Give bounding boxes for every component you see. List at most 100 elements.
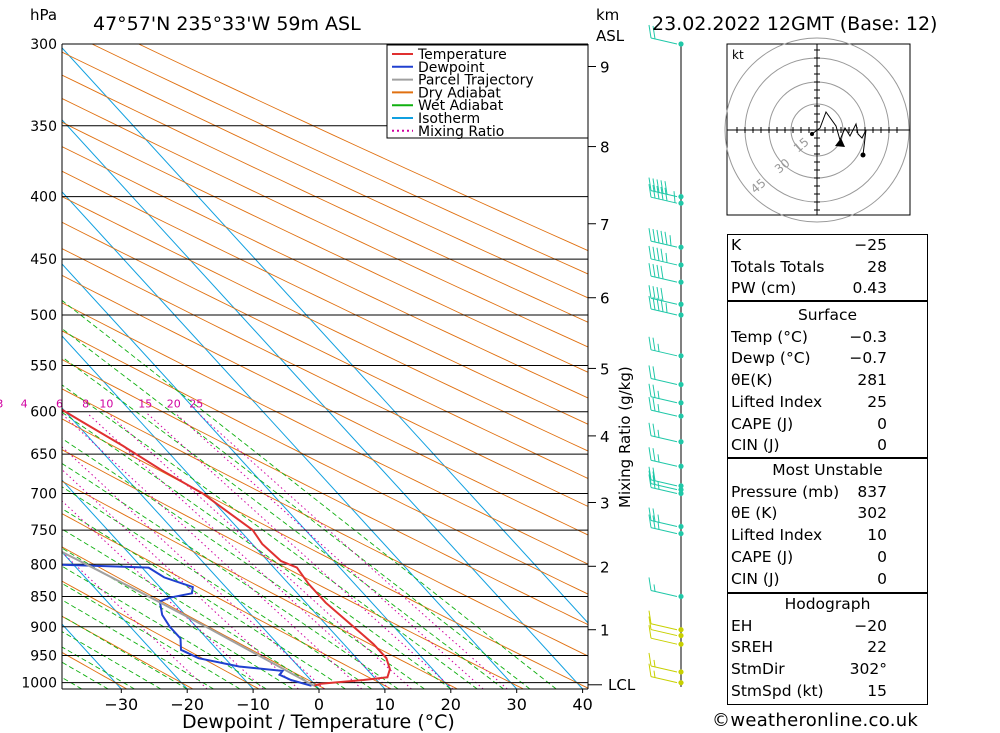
- wind-barb-flag: [652, 448, 656, 462]
- wind-barb-flag: [648, 610, 652, 624]
- site-link[interactable]: weatheronline.co.uk: [730, 710, 919, 731]
- wind-barb-shaft: [650, 297, 678, 305]
- dry-adiabat-line: [62, 513, 392, 689]
- hodograph-trace: [811, 110, 867, 156]
- mixing-ratio-line: [107, 413, 412, 689]
- legend-box: [386, 44, 589, 139]
- wind-barb-flag: [652, 475, 656, 489]
- wind-barb-half: [673, 191, 676, 203]
- wind-barb-half: [657, 404, 660, 412]
- wind-barb-shaft: [650, 196, 678, 204]
- dry-adiabat-line: [62, 170, 588, 425]
- wind-barb-flag: [656, 229, 660, 244]
- x-tick-label: −10: [236, 695, 270, 714]
- legend-label: Dewpoint: [418, 60, 485, 76]
- wind-barb-half: [653, 659, 656, 667]
- wind-level-dot: [678, 487, 684, 493]
- isotherm-line: [62, 623, 122, 689]
- index-label: Lifted Index: [731, 526, 823, 545]
- mixing-ratio-label: 4: [21, 398, 28, 411]
- footer-credit[interactable]: ©weatheronline.co.uk: [712, 710, 918, 731]
- mixing-ratio-axis-label: Mixing Ratio (g/kg): [616, 366, 634, 508]
- dry-adiabat-line: [62, 580, 260, 689]
- index-value: −0.3: [849, 327, 887, 346]
- pressure-tick-label: 350: [30, 119, 57, 135]
- pressure-tick-label: 850: [30, 589, 57, 605]
- section-title: Most Unstable: [772, 461, 883, 479]
- wind-barb-flag: [652, 467, 656, 481]
- pressure-tick-label: 1000: [21, 676, 57, 692]
- wind-level-dot: [678, 413, 684, 419]
- pressure-tick-label: 650: [30, 447, 57, 463]
- isotherm-line: [62, 551, 188, 689]
- wind-barb-shaft: [650, 479, 678, 487]
- km-tick-label: 7: [600, 216, 610, 234]
- wet-adiabat-line: [62, 565, 267, 689]
- date-title: 23.02.2022 12GMT (Base: 12): [652, 13, 937, 35]
- pressure-tick-label: 800: [30, 557, 57, 573]
- wind-barb-flag: [648, 177, 652, 191]
- wind-barb-flag: [652, 515, 656, 529]
- wind-barb-half: [657, 514, 660, 523]
- wind-barb-flag: [652, 263, 656, 278]
- index-value: 0: [877, 414, 887, 433]
- index-value: 837: [857, 482, 887, 501]
- wind-barb-shaft: [650, 275, 678, 283]
- wind-barb-half: [657, 390, 660, 399]
- wind-barb-column: [648, 24, 684, 687]
- dry-adiabat-line: [62, 274, 588, 536]
- wind-barb-flag: [648, 184, 652, 198]
- wind-barb-shaft: [650, 396, 678, 404]
- legend-label: Wet Adiabat: [418, 98, 504, 114]
- wind-barb-flag: [652, 384, 656, 398]
- x-axis-label: Dewpoint / Temperature (°C): [182, 711, 455, 733]
- wind-barb-flag: [660, 248, 664, 262]
- legend-label: Temperature: [417, 47, 507, 63]
- wind-barb-half: [665, 252, 668, 263]
- wind-barb-flag: [648, 663, 652, 677]
- legend-label: Dry Adiabat: [418, 85, 501, 101]
- wind-level-dot: [678, 41, 684, 47]
- wet-adiabat-line: [62, 599, 214, 689]
- wind-barb-half: [653, 670, 656, 678]
- pressure-tick-label: 950: [30, 648, 57, 664]
- pressure-tick-label: 750: [30, 523, 57, 539]
- mixing-ratio-line: [62, 551, 208, 689]
- wind-level-dot: [678, 312, 684, 318]
- wind-barb-half: [653, 584, 656, 592]
- dry-adiabat-line: [62, 146, 588, 399]
- table-row: K −25: [728, 235, 927, 257]
- wind-barb-flag: [648, 336, 652, 350]
- km-tick-label: 6: [600, 290, 610, 308]
- table-row: θE (K) 302: [728, 503, 927, 525]
- wind-barb-shaft: [650, 520, 678, 528]
- lcl-label: LCL: [608, 676, 636, 694]
- wind-barb-flag: [648, 470, 652, 484]
- copyright-icon: ©: [712, 710, 731, 731]
- dry-adiabat-line: [138, 44, 588, 252]
- dry-adiabat-line: [62, 388, 588, 657]
- pressure-tick-label: 400: [30, 190, 57, 206]
- isotherm-line: [62, 479, 254, 689]
- wet-adiabat-line: [62, 508, 346, 689]
- wind-level-dot: [678, 632, 684, 639]
- wind-barb-flag: [660, 186, 664, 200]
- wind-barb-flag: [660, 180, 664, 194]
- mixing-ratio-label: 8: [82, 398, 89, 411]
- dry-adiabat-line: [62, 302, 588, 565]
- wind-barb-flag: [652, 423, 656, 437]
- wet-adiabat-line: [62, 328, 531, 689]
- wind-barb-shaft: [650, 409, 678, 417]
- wind-barb-flag: [652, 246, 656, 260]
- wind-barb-flag: [660, 298, 664, 312]
- x-tick-label: 30: [507, 695, 527, 714]
- wind-barb-flag: [660, 287, 664, 302]
- index-label: StmSpd (kt): [731, 681, 824, 700]
- wind-barb-flag: [648, 245, 652, 260]
- x-tick-label: −20: [170, 695, 204, 714]
- wind-barb-shaft: [650, 676, 678, 684]
- temperature-line: [62, 408, 391, 687]
- dry-adiabat-line: [62, 651, 128, 689]
- wind-barb-shaft: [650, 629, 678, 637]
- wind-barb-flag: [648, 285, 652, 299]
